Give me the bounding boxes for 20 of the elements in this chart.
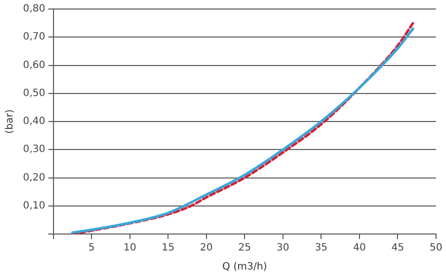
x-tick-label: 50 [430,242,442,254]
x-tick-label: 20 [200,242,213,254]
x-tick-label: 5 [88,242,95,254]
y-tick-label: 0,70 [23,32,46,43]
y-tick-label: 0,10 [23,200,46,212]
y-tick-label: 0,40 [23,116,46,128]
x-tick-label: 15 [162,242,174,254]
x-tick-label: 45 [391,242,404,254]
x-axis-title: Q (m3/h) [222,262,268,273]
x-tick-label: 35 [314,242,328,254]
x-tick-label: 30 [276,242,290,254]
y-tick-label: 0,60 [23,60,46,71]
y-tick-label: 0,20 [23,172,46,184]
y-tick-label: 0,50 [23,88,46,99]
x-tick-label: 25 [238,242,251,254]
x-tick-label: 10 [123,242,136,254]
x-tick-label: 40 [353,242,366,254]
y-axis-title: (bar) [4,109,16,134]
y-tick-label: 0,80 [23,4,46,15]
y-tick-label: 0,30 [23,144,46,156]
